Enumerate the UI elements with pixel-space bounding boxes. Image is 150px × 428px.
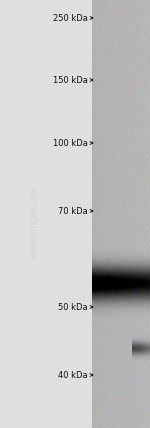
Text: 100 kDa: 100 kDa xyxy=(53,139,88,148)
Text: 40 kDa: 40 kDa xyxy=(58,371,88,380)
Text: 150 kDa: 150 kDa xyxy=(53,75,88,84)
Text: WWW.PTGCAB.COM: WWW.PTGCAB.COM xyxy=(32,187,38,258)
Text: 50 kDa: 50 kDa xyxy=(58,303,88,312)
Text: 70 kDa: 70 kDa xyxy=(58,206,88,216)
Text: 250 kDa: 250 kDa xyxy=(53,14,88,23)
